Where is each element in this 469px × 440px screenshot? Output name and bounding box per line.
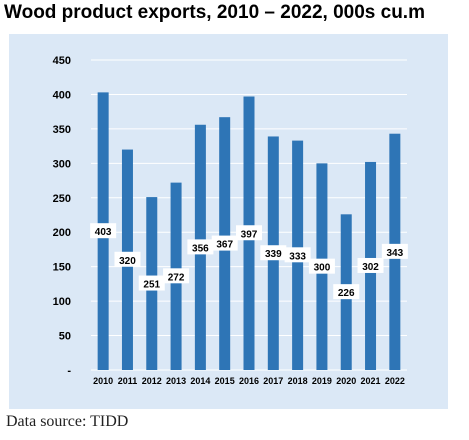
data-label-box	[138, 275, 165, 291]
data-label-text: 397	[241, 229, 258, 240]
data-label: 226	[333, 284, 360, 300]
data-label: 302	[357, 257, 384, 273]
data-label-text: 320	[119, 256, 136, 267]
data-label-box	[284, 247, 311, 263]
data-label-box	[236, 225, 262, 241]
chart-title: Wood product exports, 2010 – 2022, 000s …	[4, 2, 425, 23]
x-tick-label: 2016	[239, 376, 259, 386]
data-label: 272	[163, 268, 190, 284]
data-label-box	[260, 245, 287, 261]
data-label: 320	[114, 251, 141, 267]
data-label-text: 272	[168, 272, 185, 283]
bar-chart: - 50 100 150 200 250 300 350 400 450 403 320 251 272…	[53, 55, 408, 386]
y-axis-tick-labels: - 50 100 150 200 250 300 350 400 450	[53, 55, 72, 377]
data-label: 356	[187, 239, 214, 255]
y-tick-label: 100	[53, 296, 71, 308]
data-label-text: 356	[192, 243, 209, 254]
x-tick-label: 2014	[190, 376, 210, 386]
data-label-text: 300	[314, 263, 331, 274]
data-label-box	[211, 235, 238, 251]
x-tick-label: 2018	[288, 376, 308, 386]
data-label: 251	[138, 275, 165, 291]
data-label-text: 333	[289, 251, 306, 262]
data-label-box	[333, 284, 360, 300]
x-tick-label: 2019	[312, 376, 332, 386]
data-label: 403	[90, 223, 117, 239]
x-tick-label: 2011	[118, 376, 138, 386]
data-labels: 403 320 251 272 356 367 397 339 333 300 226 302 343	[90, 223, 408, 300]
data-label-box	[187, 239, 214, 255]
data-label-box	[381, 243, 408, 259]
y-tick-label: 350	[53, 124, 71, 136]
y-tick-label: 250	[53, 193, 71, 205]
data-label-text: 251	[143, 280, 160, 291]
data-label-box	[114, 251, 141, 267]
y-tick-label: 300	[53, 158, 71, 170]
x-tick-label: 2021	[361, 376, 381, 386]
data-label: 397	[236, 225, 262, 241]
y-tick-label: 50	[59, 331, 71, 343]
y-tick-label: 400	[53, 89, 71, 101]
data-label: 300	[308, 258, 335, 274]
data-label-text: 343	[387, 248, 404, 259]
y-tick-label: -	[67, 365, 71, 377]
data-label: 343	[381, 243, 408, 259]
x-tick-label: 2020	[336, 376, 356, 386]
y-tick-label: 150	[53, 262, 71, 274]
data-label: 367	[211, 235, 238, 251]
x-tick-label: 2013	[166, 376, 186, 386]
data-label-box	[357, 257, 384, 273]
x-tick-label: 2010	[93, 376, 113, 386]
data-label: 339	[260, 245, 287, 261]
data-label-text: 403	[95, 227, 112, 238]
x-tick-label: 2015	[215, 376, 235, 386]
data-label-box	[90, 223, 117, 239]
data-label: 333	[284, 247, 311, 263]
y-tick-label: 200	[53, 227, 71, 239]
chart-panel: - 50 100 150 200 250 300 350 400 450 403 320 251 272…	[9, 34, 448, 409]
x-tick-label: 2017	[263, 376, 283, 386]
x-tick-label: 2012	[142, 376, 162, 386]
data-label-box	[163, 268, 190, 284]
data-label-text: 226	[338, 288, 355, 299]
data-source-note: Data source: TIDD	[6, 413, 129, 430]
y-tick-label: 450	[53, 55, 71, 67]
data-label-text: 339	[265, 249, 282, 260]
x-axis-tick-labels: 2010 2011 2012 2013 2014 2015 2016 2017 2018 2019…	[93, 376, 405, 386]
x-tick-label: 2022	[385, 376, 405, 386]
data-label-box	[308, 258, 335, 274]
data-label-text: 302	[362, 262, 379, 273]
data-label-text: 367	[216, 240, 233, 251]
